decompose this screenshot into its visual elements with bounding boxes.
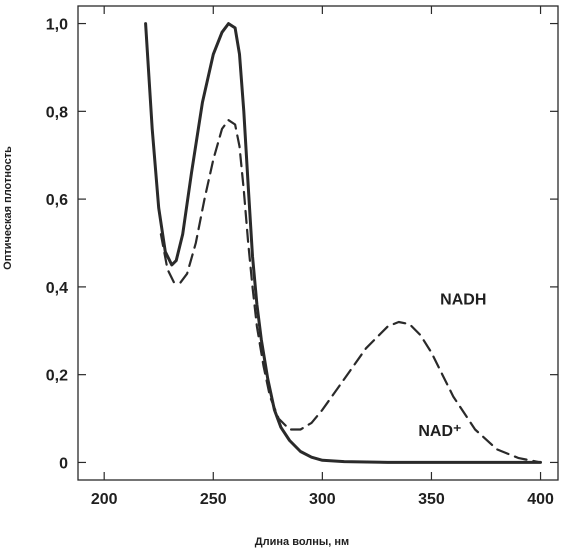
- x-tick-label: 400: [527, 491, 554, 508]
- x-tick-label: 300: [309, 491, 336, 508]
- series-annotation: NAD⁺: [418, 423, 461, 440]
- x-tick-label: 250: [200, 491, 227, 508]
- plot-frame: [77, 5, 559, 481]
- y-tick-label: 0,6: [46, 192, 68, 209]
- y-tick-label: 0,2: [46, 368, 68, 385]
- y-tick-label: 1,0: [46, 17, 68, 34]
- series-annotation: NADH: [440, 291, 486, 308]
- series-line-nad-plus: [144, 22, 542, 464]
- series-line-nadh: [159, 119, 542, 464]
- x-axis-label: Длина волны, нм: [255, 536, 349, 548]
- y-tick-label: 0: [59, 455, 68, 472]
- x-tick-label: 350: [418, 491, 445, 508]
- y-axis-label: Оптическая плотность: [2, 146, 14, 270]
- x-tick-label: 200: [91, 491, 118, 508]
- y-tick-label: 0,4: [46, 280, 68, 297]
- y-tick-label: 0,8: [46, 104, 68, 121]
